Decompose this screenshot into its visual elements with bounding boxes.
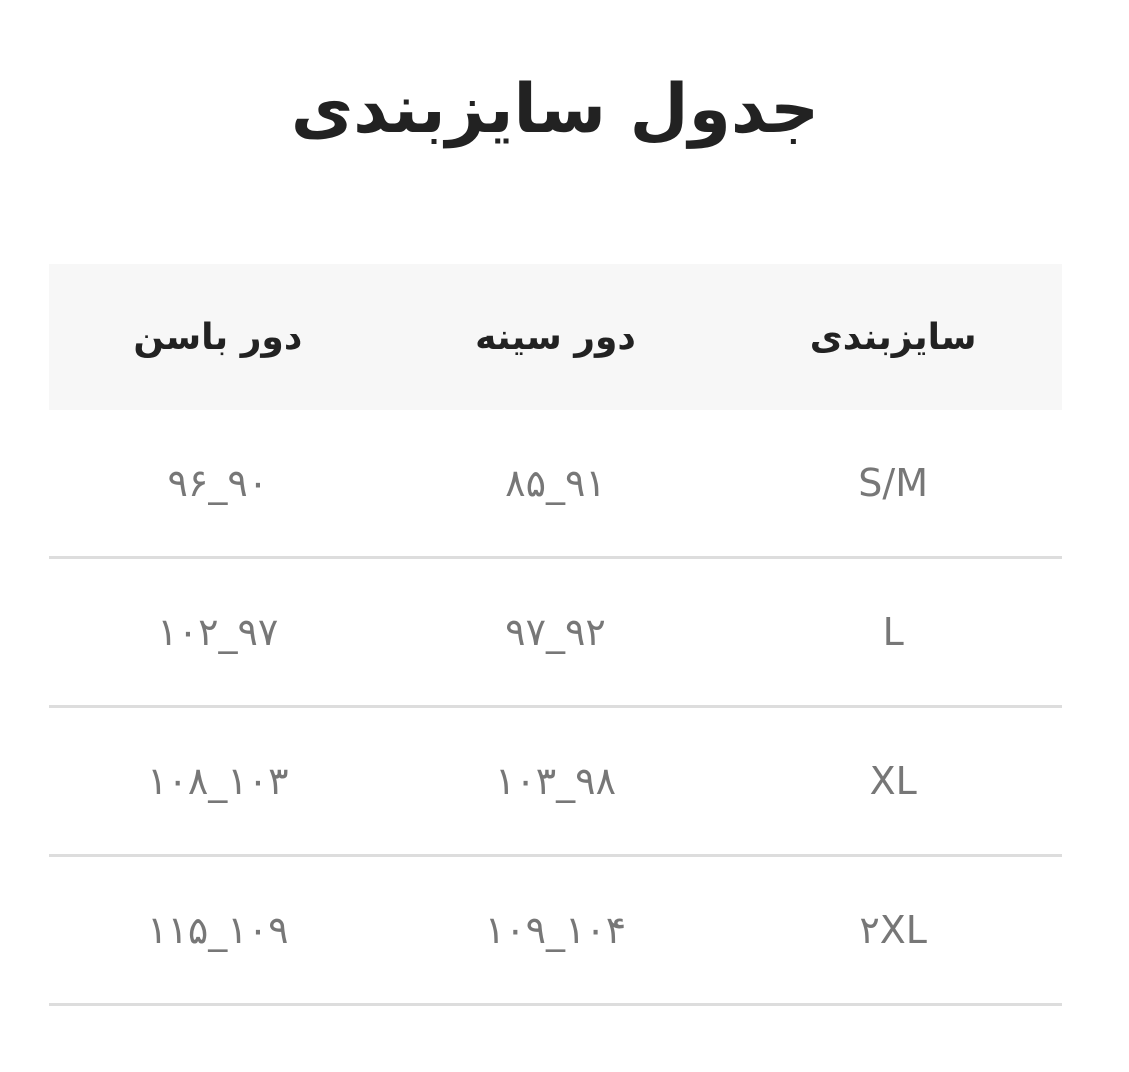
chest-cell: ۸۵_۹۱	[505, 461, 606, 505]
size-cell: ۲XL	[859, 908, 927, 952]
table-header: سایزبندی دور سینه دور باسن	[49, 264, 1062, 410]
table-row: XL ۱۰۳_۹۸ ۱۰۸_۱۰۳	[49, 708, 1062, 857]
size-cell: S/M	[858, 461, 929, 505]
hip-cell: ۹۶_۹۰	[167, 461, 269, 505]
table-row: ۲XL ۱۰۹_۱۰۴ ۱۱۵_۱۰۹	[49, 857, 1062, 1006]
header-size: سایزبندی	[809, 316, 977, 358]
hip-cell: ۱۰۸_۱۰۳	[147, 759, 289, 803]
size-table: سایزبندی دور سینه دور باسن S/M ۸۵_۹۱ ۹۶_…	[49, 264, 1062, 1006]
size-cell: XL	[869, 759, 917, 803]
header-chest: دور سینه	[475, 316, 636, 358]
hip-cell: ۱۰۲_۹۷	[157, 610, 279, 654]
table-row: S/M ۸۵_۹۱ ۹۶_۹۰	[49, 410, 1062, 559]
page-title: جدول سایزبندی	[290, 70, 820, 149]
table-row: L ۹۷_۹۲ ۱۰۲_۹۷	[49, 559, 1062, 708]
chest-cell: ۹۷_۹۲	[505, 610, 606, 654]
chest-cell: ۱۰۳_۹۸	[494, 759, 617, 803]
header-hip: دور باسن	[133, 316, 303, 358]
size-cell: L	[882, 610, 904, 654]
chest-cell: ۱۰۹_۱۰۴	[484, 908, 627, 952]
hip-cell: ۱۱۵_۱۰۹	[147, 908, 289, 952]
